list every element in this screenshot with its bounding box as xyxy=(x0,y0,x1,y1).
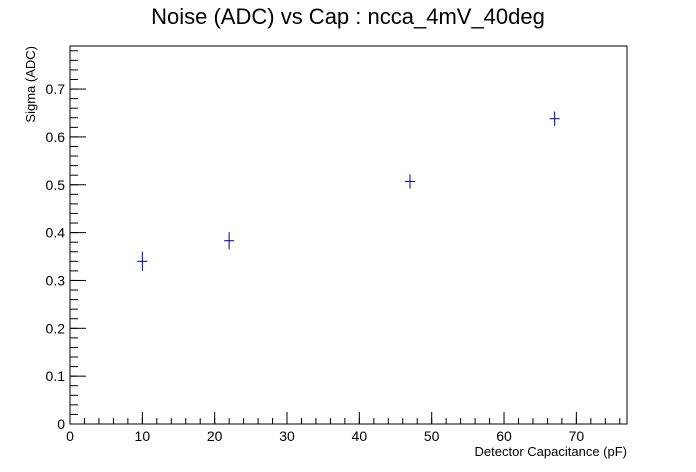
x-tick-label: 50 xyxy=(424,428,440,444)
data-points xyxy=(137,111,560,271)
x-tick-label: 0 xyxy=(66,428,74,444)
y-tick-label: 0.1 xyxy=(46,368,66,384)
y-tick-labels: 0 0.1 0.2 0.3 0.4 0.5 0.6 0.7 xyxy=(46,81,66,432)
y-tick-label: 0.7 xyxy=(46,81,66,97)
chart-title: Noise (ADC) vs Cap : ncca_4mV_40deg xyxy=(151,4,545,29)
x-tick-label: 10 xyxy=(135,428,151,444)
y-tick-label: 0.4 xyxy=(46,225,66,241)
x-tick-labels: 0 10 20 30 40 50 60 70 xyxy=(66,428,584,444)
data-point xyxy=(549,111,560,126)
axis-ticks xyxy=(69,50,621,425)
y-tick-label: 0.6 xyxy=(46,129,66,145)
x-tick-label: 30 xyxy=(279,428,295,444)
x-tick-label: 40 xyxy=(352,428,368,444)
y-tick-label: 0.5 xyxy=(46,177,66,193)
y-tick-label: 0.2 xyxy=(46,320,66,336)
y-axis-label: Sigma (ADC) xyxy=(23,46,38,123)
y-tick-label: 0.3 xyxy=(46,272,66,288)
data-point xyxy=(224,232,235,250)
x-tick-label: 70 xyxy=(569,428,585,444)
plot-frame xyxy=(69,45,628,425)
x-axis-label: Detector Capacitance (pF) xyxy=(475,444,627,459)
y-tick-label: 0 xyxy=(57,416,65,432)
x-tick-label: 20 xyxy=(207,428,223,444)
data-point xyxy=(404,174,415,189)
data-point xyxy=(137,251,148,271)
x-tick-label: 60 xyxy=(496,428,512,444)
